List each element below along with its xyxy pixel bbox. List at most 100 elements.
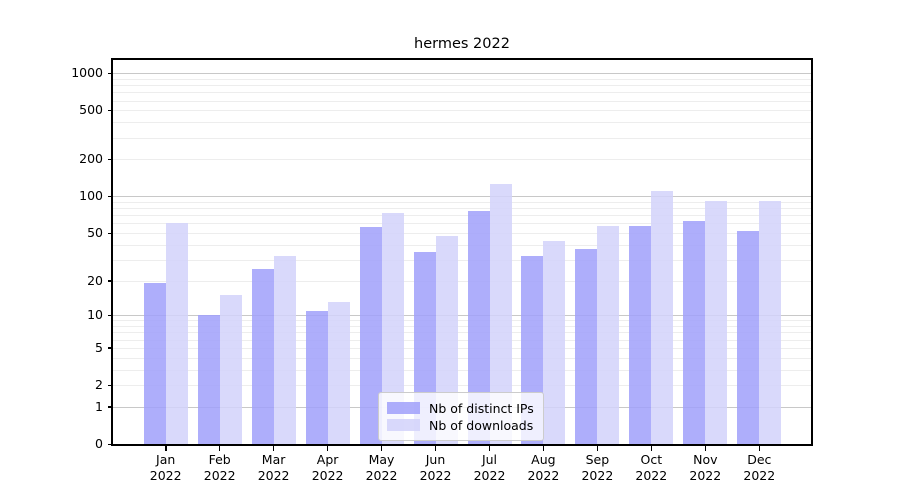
gridline-minor bbox=[113, 100, 811, 102]
gridline-minor bbox=[113, 332, 811, 334]
gridline-minor bbox=[113, 326, 811, 328]
x-tick-label: Jul 2022 bbox=[473, 452, 506, 483]
gridline-minor bbox=[113, 244, 811, 246]
y-tick-mark bbox=[108, 314, 113, 317]
x-tick-label: Jun 2022 bbox=[419, 452, 452, 483]
bar-distinct_ips-oct bbox=[629, 226, 652, 444]
bar-downloads-aug bbox=[543, 241, 566, 444]
bar-distinct_ips-mar bbox=[251, 269, 274, 444]
gridline-major bbox=[113, 196, 811, 198]
bar-distinct_ips-may bbox=[359, 227, 382, 444]
gridline-minor bbox=[113, 85, 811, 87]
bar-downloads-sep bbox=[597, 226, 620, 444]
legend-label-distinct-ips: Nb of distinct IPs bbox=[429, 400, 534, 416]
x-tick-mark bbox=[596, 446, 599, 451]
gridline-minor bbox=[113, 92, 811, 94]
gridline-minor bbox=[113, 357, 811, 359]
bar-distinct_ips-sep bbox=[575, 248, 598, 444]
legend-label-downloads: Nb of downloads bbox=[429, 417, 534, 433]
y-tick-label: 20 bbox=[87, 272, 103, 288]
y-tick-mark bbox=[108, 280, 113, 282]
x-tick-label: Feb 2022 bbox=[203, 452, 236, 483]
bar-distinct_ips-jul bbox=[467, 210, 490, 444]
y-tick-label: 500 bbox=[79, 102, 103, 118]
bar-downloads-nov bbox=[705, 200, 728, 444]
gridline-minor bbox=[113, 259, 811, 261]
gridline-minor bbox=[113, 233, 811, 234]
gridline-minor bbox=[113, 347, 811, 349]
x-tick-mark bbox=[380, 446, 383, 451]
legend-swatch-downloads bbox=[387, 419, 420, 431]
x-tick-mark bbox=[650, 446, 653, 451]
gridline-minor bbox=[113, 215, 811, 217]
x-tick-label: Apr 2022 bbox=[311, 452, 344, 483]
x-tick-mark bbox=[434, 446, 437, 451]
gridline-minor bbox=[113, 320, 811, 322]
y-tick-mark bbox=[108, 72, 113, 75]
bar-downloads-apr bbox=[327, 302, 350, 444]
x-tick-label: Sep 2022 bbox=[581, 452, 614, 483]
gridline-minor bbox=[113, 385, 811, 387]
legend-swatch-distinct-ips bbox=[387, 402, 420, 414]
bar-downloads-oct bbox=[651, 190, 674, 444]
gridline-minor bbox=[113, 137, 811, 139]
y-tick-label: 5 bbox=[95, 339, 103, 355]
x-tick-mark bbox=[272, 446, 275, 451]
x-tick-mark bbox=[488, 446, 491, 451]
x-tick-mark bbox=[326, 446, 329, 451]
y-tick-mark bbox=[108, 109, 113, 112]
x-tick-label: Jan 2022 bbox=[149, 452, 182, 483]
x-tick-label: Aug 2022 bbox=[527, 452, 560, 483]
gridline-minor bbox=[113, 339, 811, 341]
bar-downloads-may bbox=[381, 213, 404, 444]
x-tick-label: Mar 2022 bbox=[257, 452, 290, 483]
bar-distinct_ips-jan bbox=[143, 283, 166, 444]
bar-distinct_ips-nov bbox=[683, 220, 706, 444]
y-tick-label: 200 bbox=[79, 151, 103, 167]
gridline-minor bbox=[113, 202, 811, 203]
bar-downloads-dec bbox=[759, 200, 782, 444]
y-tick-mark bbox=[108, 443, 113, 445]
x-tick-mark bbox=[542, 446, 545, 451]
gridline-minor bbox=[113, 280, 811, 282]
legend-item-downloads: Nb of downloads bbox=[387, 417, 535, 433]
x-tick-mark bbox=[165, 446, 167, 451]
y-tick-label: 2 bbox=[95, 377, 103, 393]
y-tick-mark bbox=[108, 384, 113, 387]
gridline-minor bbox=[113, 208, 811, 210]
bar-distinct_ips-dec bbox=[737, 231, 760, 444]
y-tick-label: 1 bbox=[95, 398, 103, 414]
y-tick-label: 100 bbox=[79, 188, 103, 204]
x-tick-mark bbox=[218, 446, 221, 451]
x-tick-mark bbox=[704, 446, 707, 451]
bar-downloads-jul bbox=[489, 184, 512, 444]
gridline-minor bbox=[113, 122, 811, 124]
bar-downloads-jan bbox=[165, 222, 188, 444]
x-tick-label: Dec 2022 bbox=[743, 452, 776, 483]
y-tick-mark bbox=[108, 158, 113, 161]
y-tick-mark bbox=[108, 195, 113, 198]
y-tick-mark bbox=[108, 347, 113, 349]
x-tick-label: Oct 2022 bbox=[635, 452, 668, 483]
gridline-minor bbox=[113, 78, 811, 80]
y-tick-mark bbox=[108, 406, 113, 408]
gridline-major bbox=[113, 315, 811, 317]
y-tick-label: 10 bbox=[87, 307, 103, 323]
gridline-major bbox=[113, 73, 811, 75]
x-tick-mark bbox=[758, 446, 760, 451]
gridline-minor bbox=[113, 223, 811, 225]
gridline-minor bbox=[113, 110, 811, 112]
y-tick-label: 0 bbox=[95, 436, 103, 451]
chart-title: hermes 2022 bbox=[414, 36, 510, 52]
bar-downloads-mar bbox=[273, 256, 296, 444]
x-tick-label: May 2022 bbox=[365, 452, 398, 483]
bar-distinct_ips-apr bbox=[305, 310, 328, 444]
legend: Nb of distinct IPs Nb of downloads bbox=[378, 392, 544, 441]
y-tick-label: 50 bbox=[87, 225, 103, 240]
x-tick-label: Nov 2022 bbox=[689, 452, 722, 483]
bar-downloads-feb bbox=[219, 295, 242, 444]
bar-distinct_ips-feb bbox=[197, 315, 220, 444]
gridline-minor bbox=[113, 159, 811, 161]
y-tick-mark bbox=[108, 232, 113, 234]
